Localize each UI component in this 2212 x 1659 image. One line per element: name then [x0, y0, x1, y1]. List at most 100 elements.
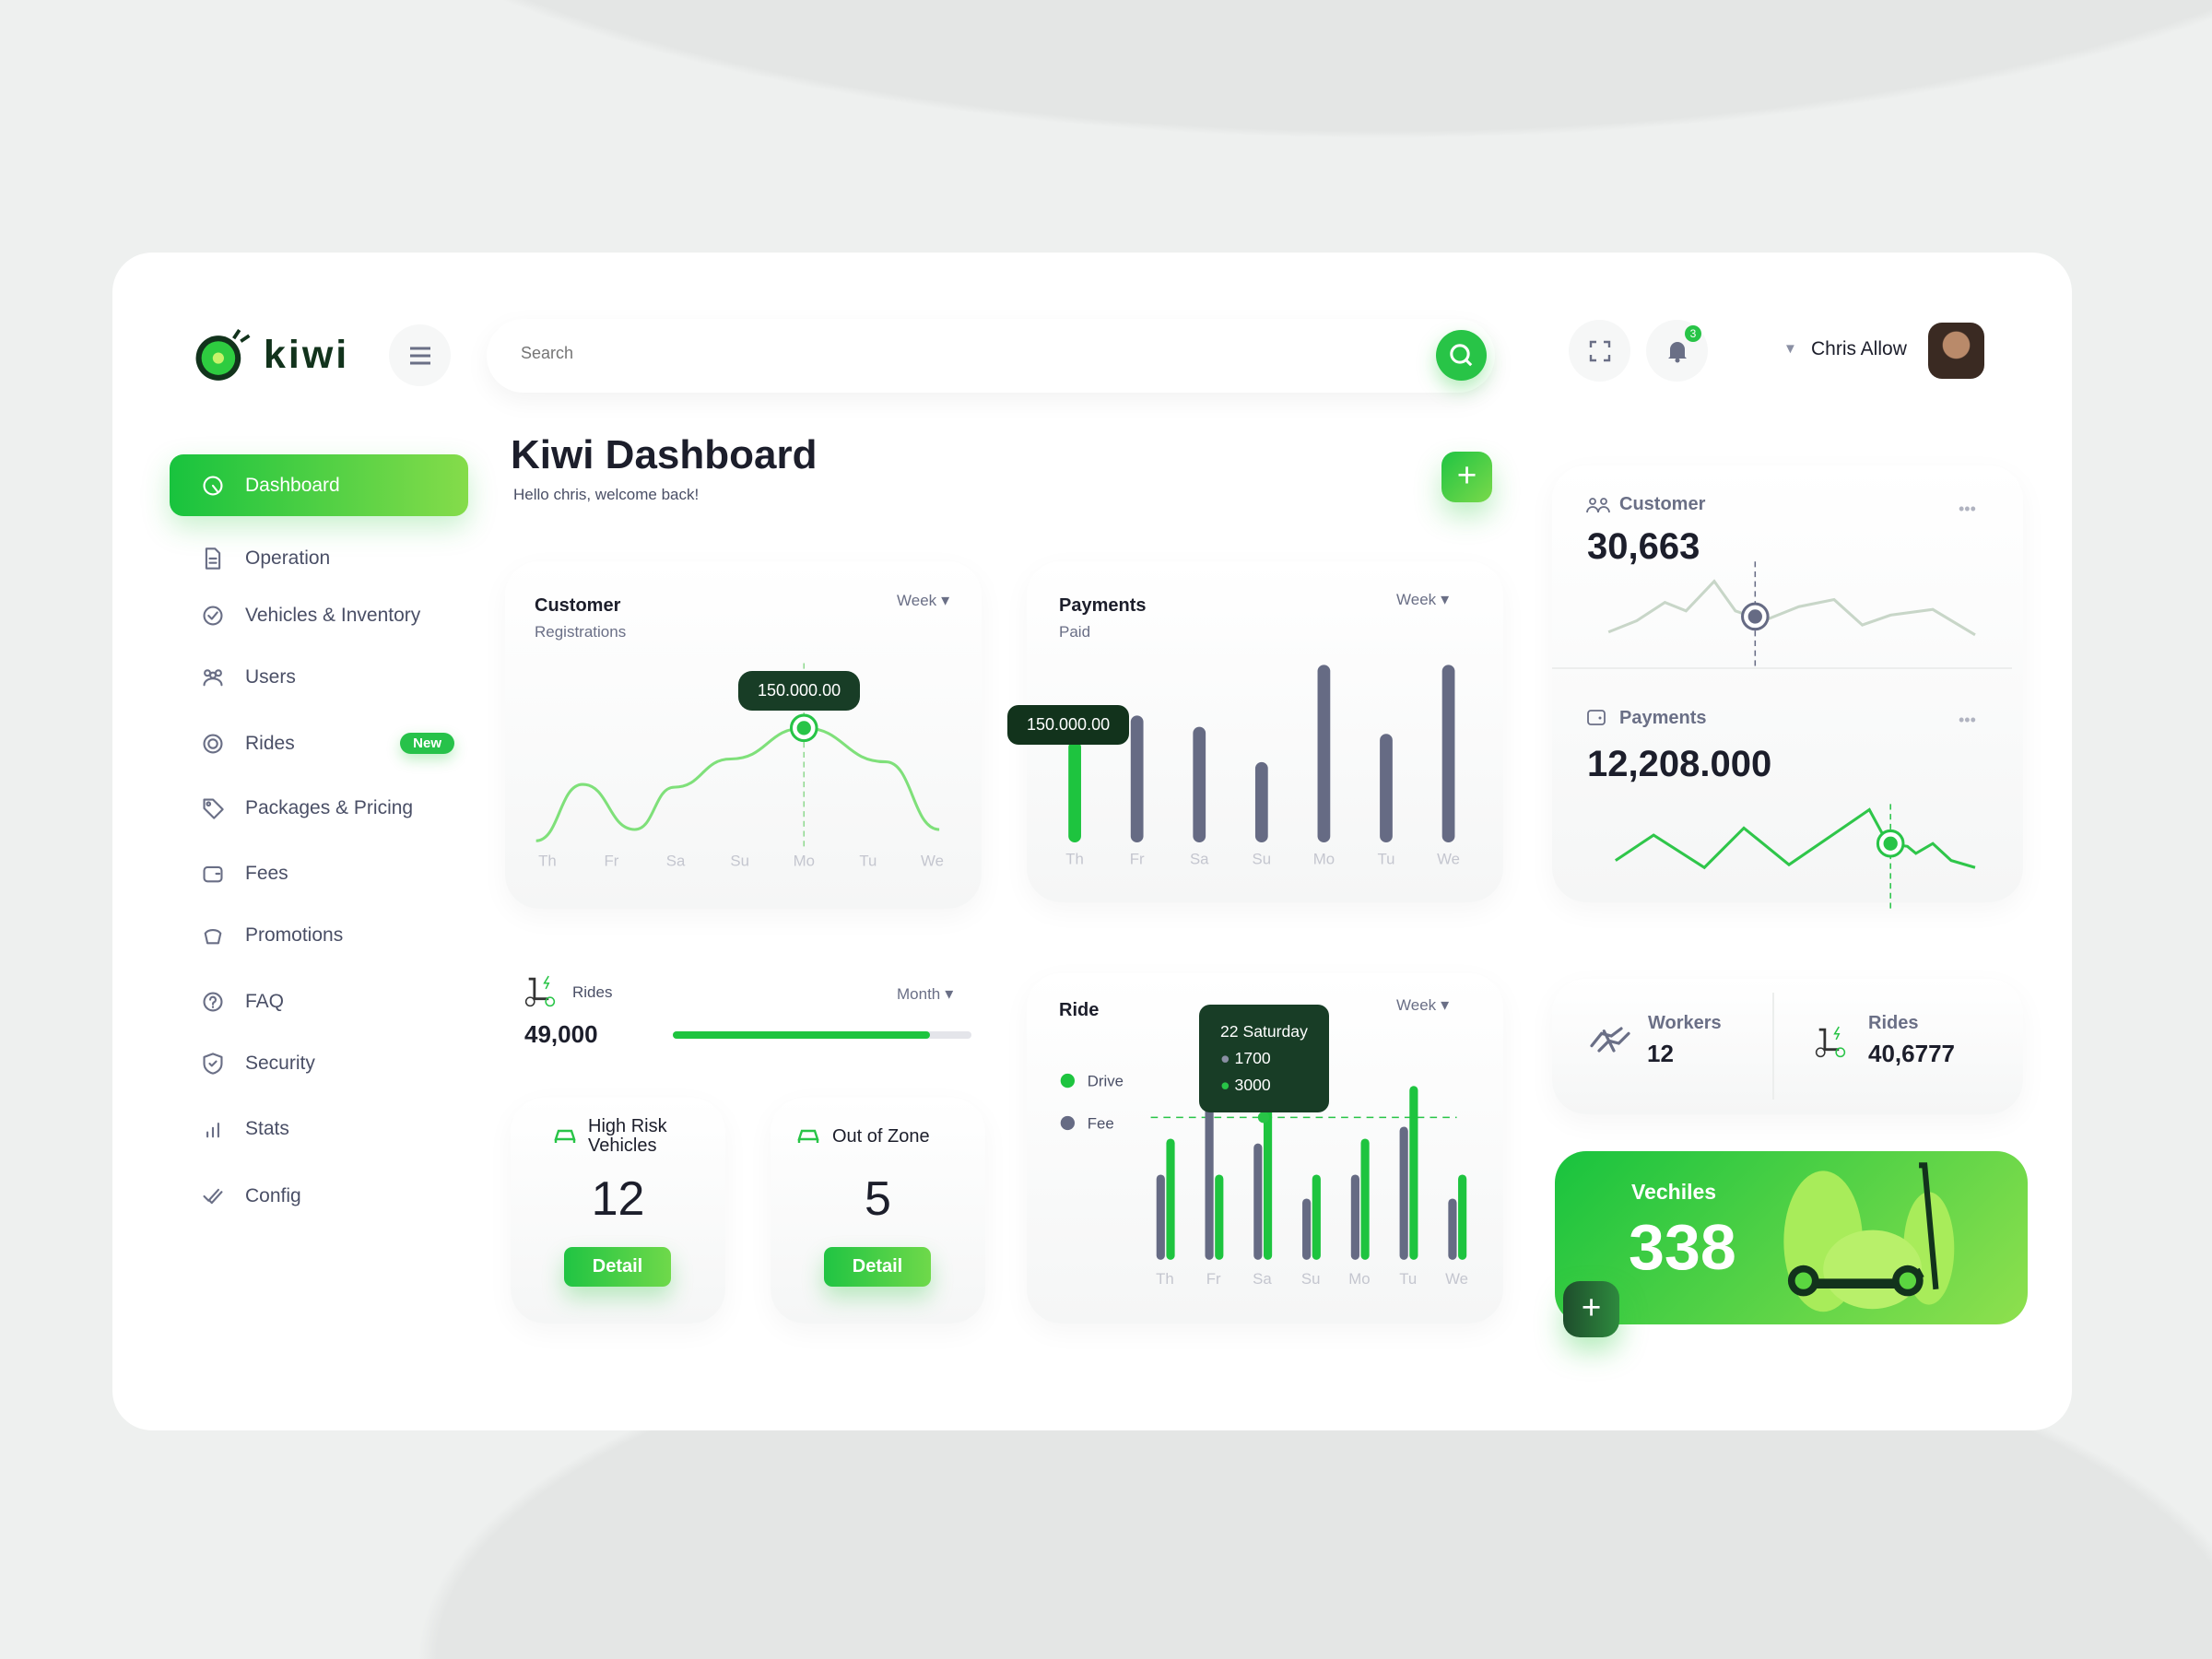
x-tick-label: Sa	[1253, 1270, 1272, 1288]
sidebar-item-promotions[interactable]: Promotions	[170, 904, 468, 966]
x-tick-label: Tu	[859, 853, 877, 870]
sidebar-item-label: FAQ	[245, 990, 285, 1012]
add-vehicle-button[interactable]: +	[1563, 1281, 1619, 1337]
workers-label: Workers	[1648, 1013, 1722, 1033]
sidebar-item-label: Operation	[245, 547, 331, 569]
sidebar-item-users[interactable]: Users	[170, 646, 468, 708]
sidebar-item-packages-pricing[interactable]: Packages & Pricing	[170, 777, 468, 839]
x-tick-label: Fr	[605, 853, 619, 870]
card-value: 12	[591, 1172, 645, 1226]
sidebar-item-config[interactable]: Config	[170, 1165, 468, 1227]
x-tick-label: Su	[1301, 1270, 1321, 1288]
notifications-button[interactable]: 3	[1646, 320, 1708, 382]
sidebar-item-dashboard[interactable]: Dashboard	[170, 454, 468, 516]
page-title: Kiwi Dashboard	[511, 432, 818, 477]
gauge-icon	[198, 471, 227, 500]
plus-icon: +	[1456, 456, 1477, 494]
bell-icon	[1667, 341, 1687, 362]
search-bar	[487, 319, 1495, 393]
page-subtitle: Hello chris, welcome back!	[513, 486, 700, 503]
tooltip-fee-value: 1700	[1234, 1049, 1271, 1067]
x-tick-label: We	[921, 853, 944, 870]
rides-label: Rides	[572, 983, 613, 1001]
divider	[1772, 993, 1774, 1100]
vehicles-card: Vechiles 338	[1555, 1151, 2028, 1324]
vehicles-label: Vechiles	[1631, 1180, 1717, 1204]
legend-marker	[1060, 1115, 1076, 1131]
legend-label: Drive	[1088, 1073, 1124, 1090]
new-badge: New	[400, 733, 454, 754]
sparkline-marker-dot	[1883, 836, 1898, 851]
search-button[interactable]	[1436, 330, 1487, 381]
period-select[interactable]: Month	[897, 984, 953, 1004]
sidebar-item-label: Users	[245, 665, 296, 688]
sidebar-item-rides[interactable]: Rides New	[170, 712, 468, 774]
customer-sparkline	[1607, 579, 1976, 637]
rides-value: 49,000	[524, 1020, 598, 1048]
sidebar-item-stats[interactable]: Stats	[170, 1098, 468, 1159]
period-select[interactable]: Week	[897, 591, 949, 610]
ride-bar-chart: Th Fr Sa Su Mo Tu We Drive Fee	[1060, 1073, 1468, 1288]
search-input[interactable]	[521, 344, 1350, 363]
stat-label: Customer	[1619, 494, 1706, 514]
out-of-zone-card: Out of Zone 5 Detail	[771, 1098, 985, 1324]
tooltip-drive-value: 3000	[1234, 1076, 1271, 1094]
payments-sparkline	[1614, 807, 1976, 870]
more-icon[interactable]: •••	[1959, 711, 1976, 729]
sidebar-item-security[interactable]: Security	[170, 1032, 468, 1094]
x-tick-label: Fr	[1130, 851, 1145, 868]
car-icon	[797, 1129, 819, 1143]
x-tick-label: Su	[730, 853, 749, 870]
series-line	[535, 726, 940, 842]
plus-icon: +	[1581, 1288, 1602, 1326]
notification-count: 3	[1685, 325, 1701, 342]
divider	[1552, 667, 2012, 669]
sidebar-item-label: Promotions	[245, 924, 344, 946]
detail-button[interactable]: Detail	[564, 1247, 671, 1287]
stat-value: 12,208.000	[1587, 744, 1772, 784]
card-label: Out of Zone	[832, 1126, 930, 1147]
tooltip-fee: ● 1700	[1220, 1049, 1271, 1067]
period-select[interactable]: Week	[1396, 590, 1449, 609]
x-tick-label: We	[1437, 851, 1460, 868]
add-button[interactable]: +	[1441, 452, 1492, 502]
card-label: High Risk Vehicles	[588, 1116, 667, 1156]
scooter-icon	[524, 975, 556, 1007]
search-icon	[1450, 344, 1473, 367]
payments-paid-card: Payments Paid Week Th Fr Sa Su Mo Tu We 150.00…	[1007, 561, 1503, 902]
x-tick-label: Th	[1065, 851, 1084, 868]
avatar[interactable]	[1928, 323, 1984, 379]
x-tick-label: Su	[1253, 851, 1272, 868]
hamburger-icon	[409, 347, 430, 364]
menu-toggle-button[interactable]	[389, 324, 451, 386]
scooter-illustration-icon	[1783, 1162, 1955, 1312]
sidebar-item-label: Fees	[245, 862, 288, 884]
fullscreen-icon	[1589, 340, 1610, 361]
document-icon	[198, 544, 227, 572]
period-select[interactable]: Week	[1396, 995, 1449, 1015]
users-icon	[198, 663, 227, 691]
chart-tooltip: 150.000.00	[1007, 705, 1130, 745]
sidebar-item-faq[interactable]: FAQ	[170, 971, 468, 1032]
card-title: Payments	[1059, 595, 1147, 616]
shield-icon	[198, 1049, 227, 1077]
detail-button[interactable]: Detail	[824, 1247, 931, 1287]
highlight-dot	[1257, 1112, 1270, 1124]
tooltip-drive: ● 3000	[1220, 1076, 1271, 1094]
user-name[interactable]: Chris Allow	[1811, 338, 1907, 359]
highlight-dot	[796, 721, 811, 735]
chevron-down-icon[interactable]: ▼	[1783, 341, 1797, 357]
tag-icon	[198, 794, 227, 822]
fullscreen-button[interactable]	[1569, 320, 1630, 382]
sidebar-item-fees[interactable]: Fees	[170, 842, 468, 904]
checkmarks-icon	[198, 1182, 227, 1210]
sidebar-item-label: Stats	[245, 1117, 289, 1139]
workers-rides-card: Workers 12 Rides 40,6777	[1552, 979, 2023, 1114]
sidebar-item-label: Dashboard	[245, 474, 340, 496]
sidebar-item-operation[interactable]: Operation	[170, 527, 468, 589]
question-icon	[198, 987, 227, 1016]
sidebar-item-vehicles-inventory[interactable]: Vehicles & Inventory	[170, 584, 468, 646]
card-subtitle: Registrations	[535, 623, 627, 641]
more-icon[interactable]: •••	[1959, 500, 1976, 518]
legend-label: Fee	[1088, 1115, 1114, 1133]
